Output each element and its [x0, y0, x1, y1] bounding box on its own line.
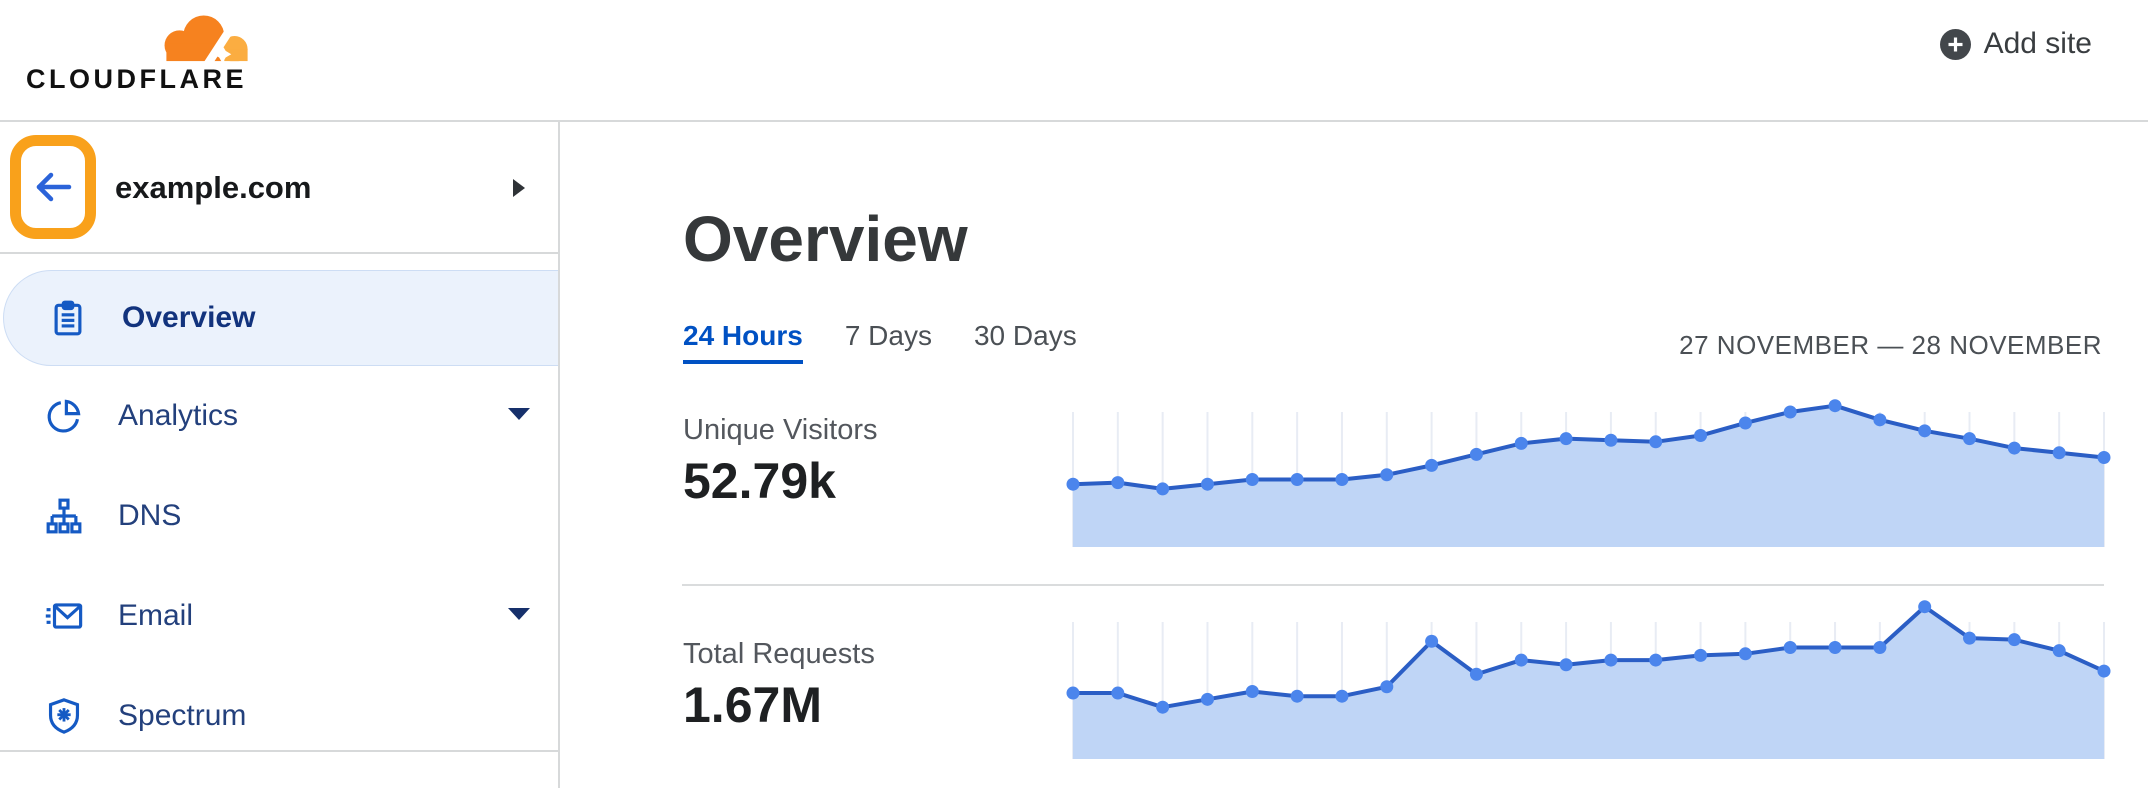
sidebar-nav: Overview Analytics [0, 270, 558, 766]
cloudflare-cloud-icon [157, 15, 255, 64]
time-range-tabs: 24 Hours 7 Days 30 Days [683, 320, 1077, 364]
back-button[interactable] [31, 169, 75, 205]
email-icon [45, 597, 83, 635]
back-button-annotation-highlight [10, 135, 96, 239]
sidebar-item-email[interactable]: Email [0, 566, 558, 666]
plus-circle-icon [1939, 28, 1971, 60]
total-requests-chart [1066, 600, 2111, 759]
tab-24-hours[interactable]: 24 Hours [683, 320, 803, 364]
stat-value-unique-visitors: 52.79k [683, 453, 836, 509]
sidebar-item-dns[interactable]: DNS [0, 466, 558, 566]
cloudflare-wordmark: CLOUDFLARE [26, 64, 247, 94]
tab-30-days[interactable]: 30 Days [973, 320, 1077, 351]
shield-icon [45, 697, 83, 735]
sidebar-item-analytics[interactable]: Analytics [0, 366, 558, 466]
pie-chart-icon [45, 397, 83, 435]
add-site-button[interactable]: Add site [1939, 24, 2092, 64]
sidebar-item-label: Spectrum [118, 699, 247, 732]
page-title: Overview [683, 203, 968, 275]
stat-value-total-requests: 1.67M [683, 677, 822, 733]
site-name: example.com [115, 170, 312, 205]
top-header: CLOUDFLARE Add site [0, 0, 2148, 122]
sidebar-item-label: Email [118, 599, 194, 632]
tab-7-days[interactable]: 7 Days [844, 320, 932, 351]
add-site-label: Add site [1983, 27, 2092, 60]
sidebar-divider [0, 750, 560, 752]
sitemap-icon [45, 497, 83, 535]
sidebar-item-label: Overview [122, 301, 256, 334]
sidebar-item-label: DNS [118, 499, 182, 532]
chevron-down-icon[interactable] [508, 407, 530, 425]
chevron-right-icon[interactable] [512, 178, 526, 203]
sidebar-item-overview[interactable]: Overview [3, 270, 558, 366]
clipboard-icon [49, 299, 87, 337]
chevron-down-icon[interactable] [508, 607, 530, 625]
row-divider [682, 584, 2104, 586]
sidebar-item-label: Analytics [118, 399, 239, 432]
date-range-label: 27 NOVEMBER — 28 NOVEMBER [1679, 330, 2102, 360]
unique-visitors-chart [1066, 399, 2111, 547]
stat-label-unique-visitors: Unique Visitors [683, 414, 878, 446]
stat-label-total-requests: Total Requests [683, 638, 875, 670]
main-content: Overview 24 Hours 7 Days 30 Days 27 NOVE… [560, 122, 2148, 788]
sidebar-item-spectrum[interactable]: Spectrum [0, 666, 558, 766]
sidebar: example.com Overview [0, 122, 560, 788]
arrow-left-icon [36, 172, 72, 202]
cloudflare-logo[interactable]: CLOUDFLARE [26, 6, 286, 116]
site-selector-row: example.com [0, 122, 558, 254]
